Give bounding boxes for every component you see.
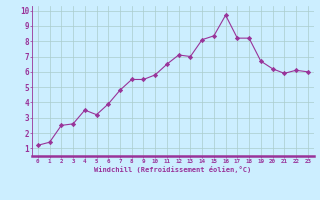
X-axis label: Windchill (Refroidissement éolien,°C): Windchill (Refroidissement éolien,°C)	[94, 166, 252, 173]
